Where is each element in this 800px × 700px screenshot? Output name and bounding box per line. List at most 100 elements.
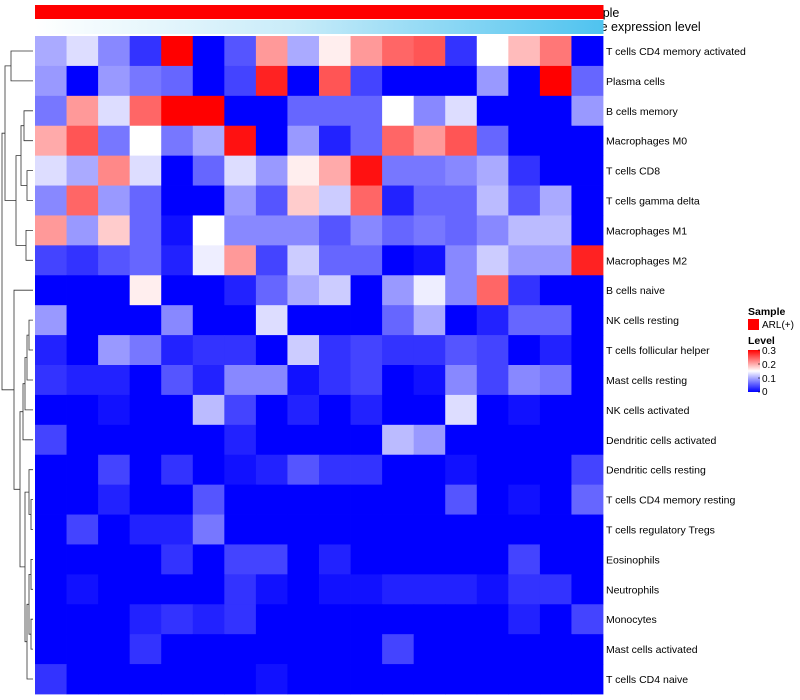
heatmap-cell [571,514,604,545]
heatmap-cell [255,634,288,665]
heatmap-cell [192,424,225,456]
heatmap-cell [287,65,320,97]
heatmap-cell [192,305,225,336]
heatmap-cell [413,65,446,97]
heatmap-cell [382,245,415,276]
heatmap-cell [476,365,509,396]
heatmap-cell [350,664,383,695]
heatmap-cell [350,604,383,635]
heatmap-cell [382,65,415,97]
heatmap-cell [508,245,541,276]
heatmap-cell [571,215,604,246]
heatmap-cell [35,215,67,246]
heatmap-cell [350,155,383,186]
heatmap-cell [413,125,446,157]
heatmap-cell [255,275,288,306]
heatmap-cell [445,454,478,486]
heatmap-cell [539,245,572,276]
heatmap-cell [287,245,320,276]
heatmap-cell [129,155,162,186]
heatmap-cell [129,275,162,306]
heatmap-cell [224,574,257,605]
expression-annotation-bar [35,20,604,34]
heatmap-cell [476,394,509,426]
heatmap-cell [192,514,225,545]
heatmap-cell [255,664,288,695]
heatmap-cell [287,275,320,306]
heatmap-cell [413,574,446,605]
heatmap-cell [350,514,383,545]
row-label: Macrophages M0 [606,136,687,148]
heatmap-cell [508,365,541,396]
heatmap-cell [255,155,288,186]
heatmap-cell [224,215,257,246]
heatmap-cell [476,514,509,545]
legend: Sample ARL(+) Level 0.3 0.2 0.1 0 [748,306,794,398]
heatmap-cell [66,424,99,456]
heatmap-cell [35,36,67,67]
heatmap-cell [319,335,351,366]
row-dendrogram [1,50,33,680]
heatmap-cell [350,394,383,426]
heatmap-cell [476,484,509,515]
legend-sample-swatch [748,319,759,330]
heatmap-cell [66,574,99,605]
heatmap-cell [350,574,383,605]
heatmap-cell [350,245,383,276]
heatmap-cell [35,245,67,276]
heatmap-cell [413,604,446,635]
heatmap-cell [508,185,541,216]
heatmap-cell [129,664,162,695]
heatmap-cell [287,604,320,635]
heatmap-cell [35,95,67,127]
heatmap-cell [192,365,225,396]
heatmap-cell [66,394,99,426]
heatmap-cell [35,604,67,635]
heatmap-cell [476,574,509,605]
heatmap-cell [539,36,572,67]
heatmap-cell [287,215,320,246]
heatmap-cell [571,36,604,67]
heatmap-cell [66,365,99,396]
dendrogram-branch [26,603,33,680]
heatmap-cell [287,424,320,456]
heatmap-cell [413,275,446,306]
heatmap-cell [224,604,257,635]
dendrogram-branch [30,499,33,530]
heatmap-cell [255,36,288,67]
heatmap-cell [413,394,446,426]
heatmap-cell [350,484,383,515]
heatmap-cell [382,604,415,635]
heatmap-cell [161,484,194,515]
heatmap-cell [66,155,99,186]
heatmap-cell [224,544,257,575]
heatmap-cell [476,125,509,157]
heatmap-cell [98,484,131,515]
heatmap-cell [224,634,257,665]
heatmap-cell [413,424,446,456]
heatmap-cell [539,664,572,695]
heatmap-cell [66,305,99,336]
heatmap-cell [192,36,225,67]
heatmap-cell [350,424,383,456]
heatmap-cell [350,544,383,575]
heatmap-cell [98,664,131,695]
heatmap-cell [413,215,446,246]
heatmap-cell [255,335,288,366]
heatmap-cell [445,36,478,67]
heatmap-cell [287,125,320,157]
heatmap-cell [224,95,257,127]
heatmap-cell [224,65,257,97]
heatmap-cell [382,335,415,366]
heatmap-cell [571,155,604,186]
heatmap-cell [319,484,351,515]
heatmap-cell [350,95,383,127]
dendrogram-branch [26,334,33,381]
heatmap-cell [98,335,131,366]
heatmap-cell [224,365,257,396]
heatmap-cell [161,454,194,486]
heatmap-cell [129,185,162,216]
heatmap-cell [382,215,415,246]
heatmap-cell [508,95,541,127]
heatmap-cell [224,424,257,456]
